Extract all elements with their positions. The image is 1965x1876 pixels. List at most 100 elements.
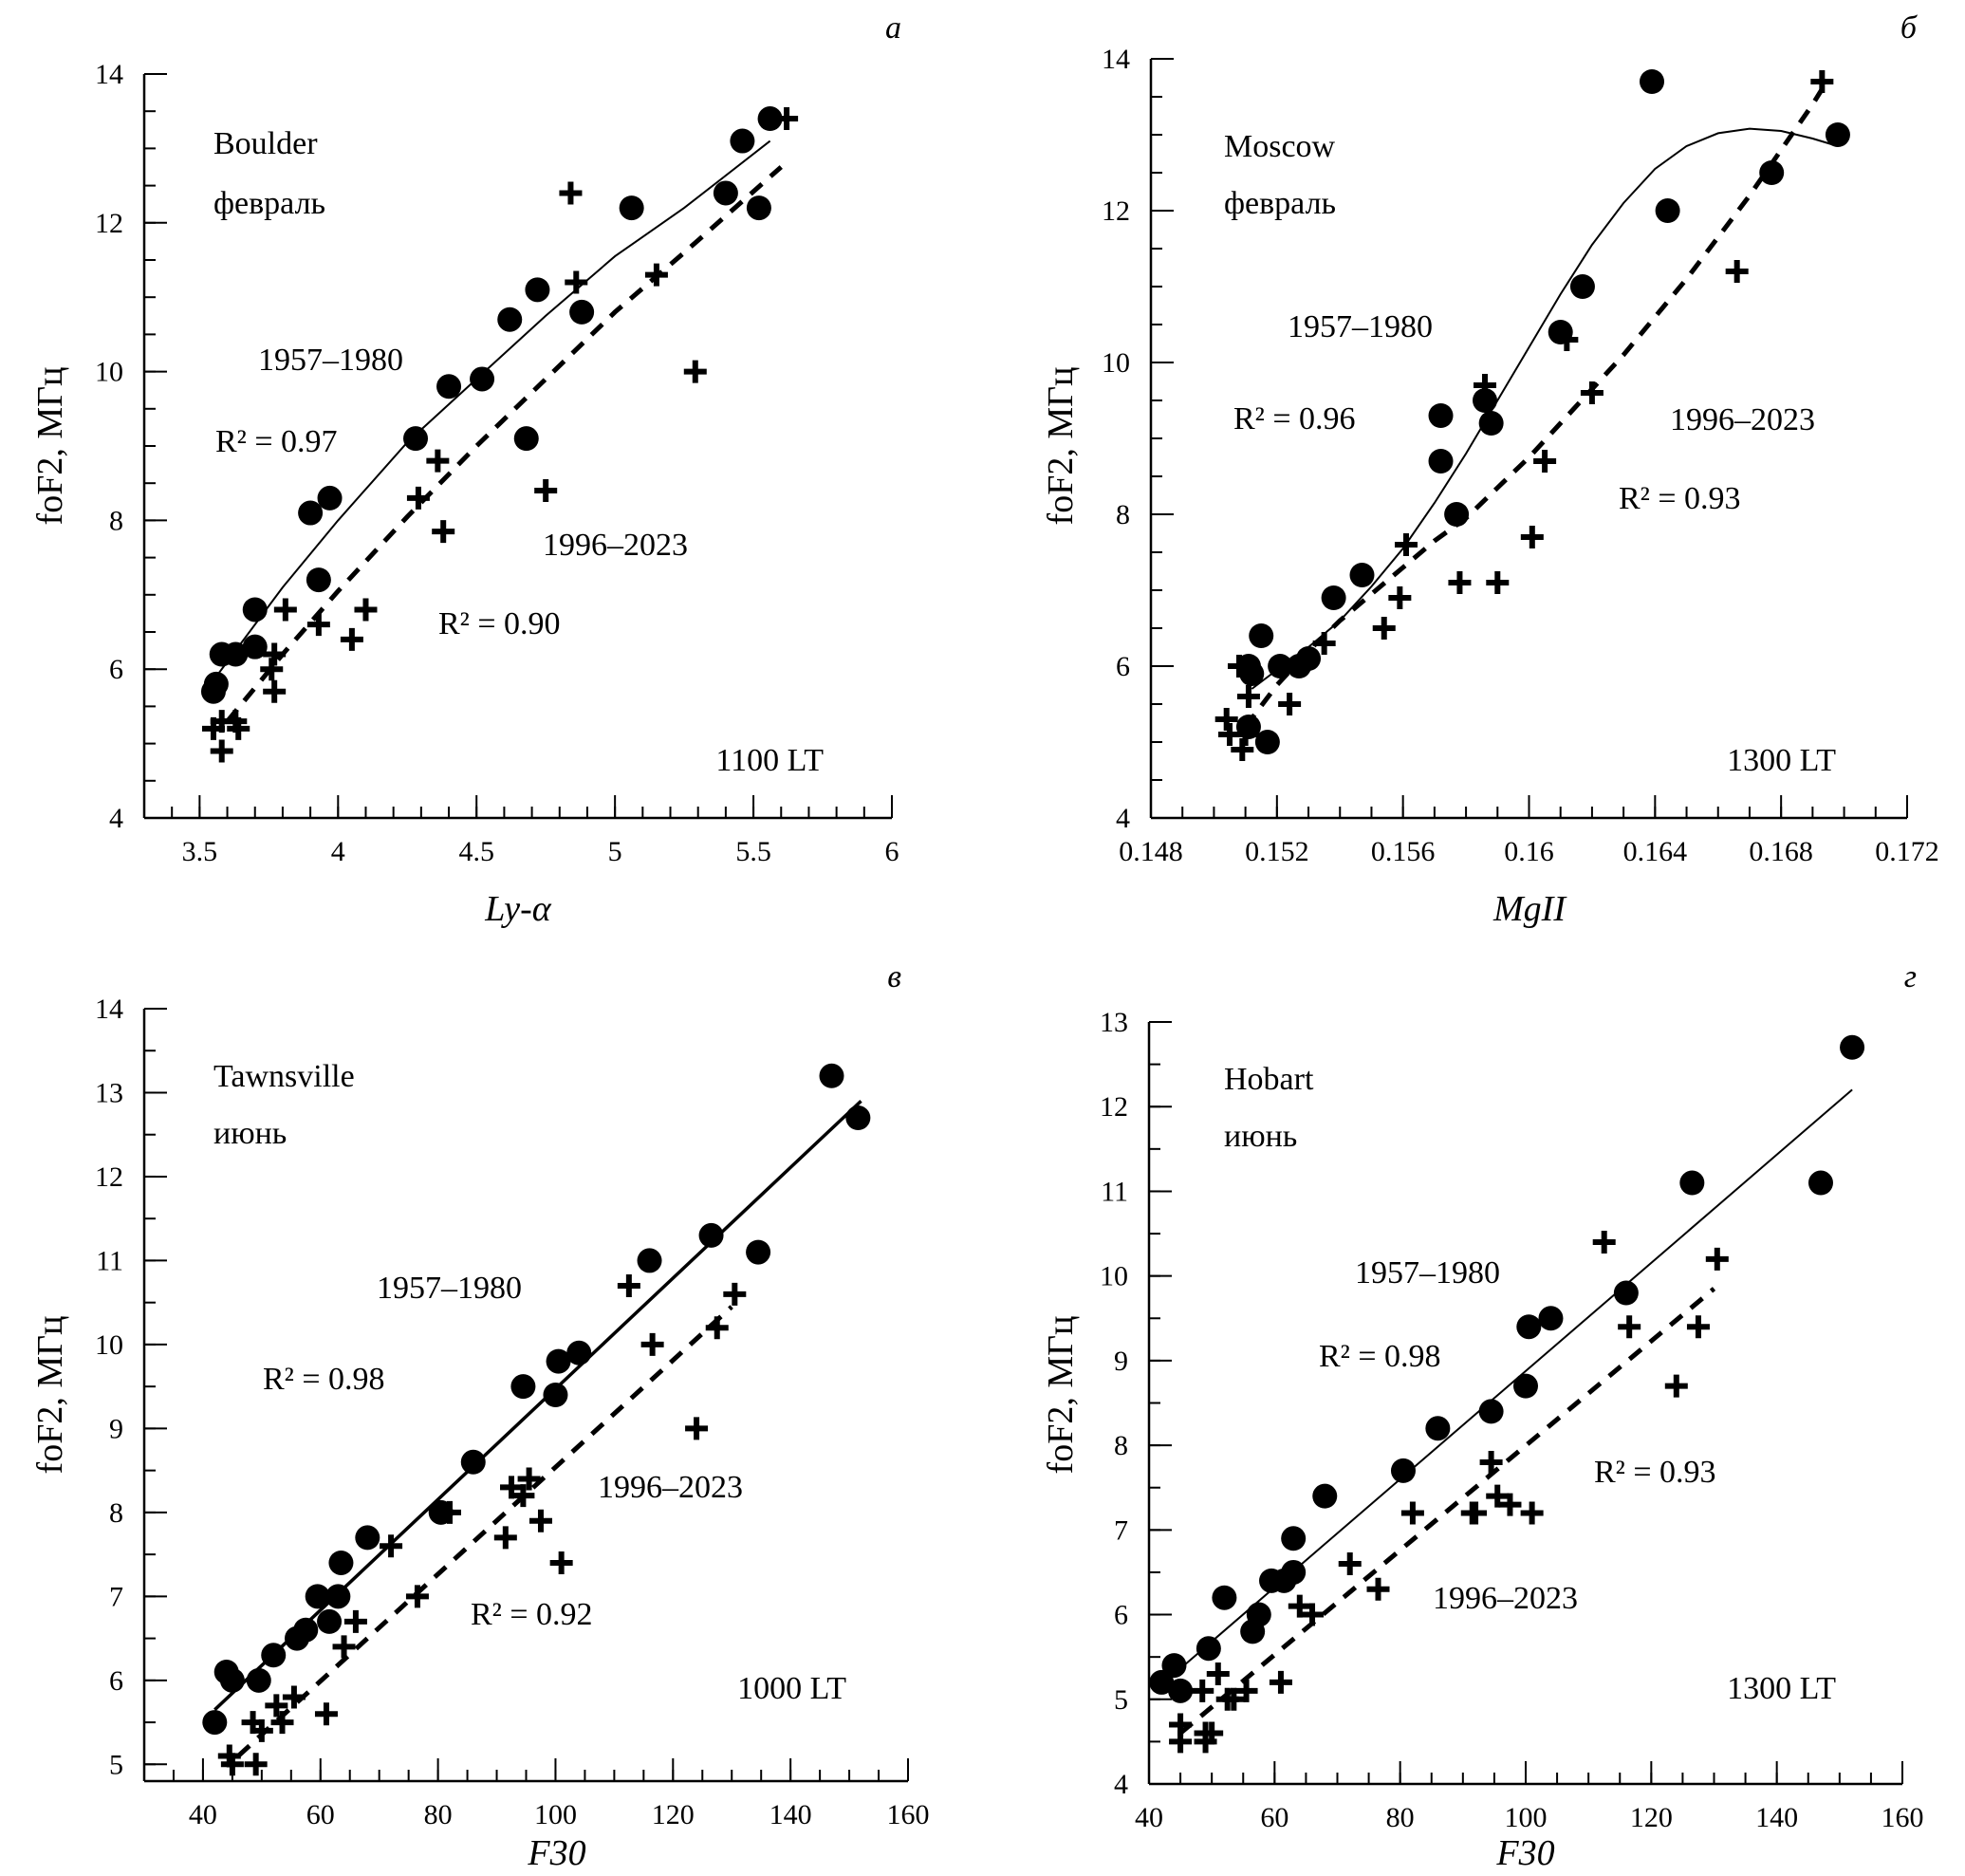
data-point-1957-1980 — [1655, 198, 1680, 223]
x-tick-label: 4.5 — [458, 836, 494, 867]
data-point-1957-1980 — [525, 277, 550, 303]
r2-label-1957-1980: R² = 0.98 — [1319, 1339, 1441, 1374]
x-tick-label: 40 — [189, 1799, 217, 1830]
data-point-1957-1980 — [1249, 623, 1274, 648]
y-tick-label: 12 — [95, 1161, 123, 1193]
data-point-1996-2023 — [1618, 1315, 1641, 1339]
data-point-1996-2023 — [1400, 1501, 1424, 1525]
data-point-1996-2023 — [565, 270, 588, 294]
data-point-1957-1980 — [1538, 1306, 1564, 1331]
data-point-1996-2023 — [644, 263, 668, 287]
data-point-1957-1980 — [203, 671, 229, 697]
y-tick-label: 10 — [1100, 1261, 1128, 1292]
x-tick-label: 80 — [1386, 1802, 1415, 1833]
data-point-1957-1980 — [1825, 122, 1850, 147]
data-point-1957-1980 — [1807, 1170, 1833, 1196]
data-point-1957-1980 — [1321, 585, 1346, 610]
x-tick-label: 0.168 — [1749, 836, 1813, 867]
data-point-1996-2023 — [1479, 1450, 1503, 1474]
data-point-1957-1980 — [246, 1667, 271, 1693]
data-point-1957-1980 — [1161, 1653, 1187, 1679]
panel-letter: б — [1900, 10, 1919, 46]
y-tick-label: 11 — [96, 1245, 123, 1276]
data-point-1957-1980 — [746, 1239, 771, 1265]
data-point-1957-1980 — [242, 597, 268, 622]
panel-v-tawnsville: в Tawnsville июнь 1957–1980 R² = 0.98 19… — [30, 959, 930, 1873]
data-point-1996-2023 — [528, 1509, 552, 1532]
data-point-1996-2023 — [1448, 571, 1472, 594]
station-label: Hobart — [1224, 1062, 1314, 1097]
data-point-1996-2023 — [511, 1484, 535, 1508]
data-point-1957-1980 — [1349, 563, 1375, 587]
data-point-1957-1980 — [1478, 1399, 1504, 1424]
data-point-1996-2023 — [1191, 1679, 1214, 1702]
data-point-1996-2023 — [1810, 70, 1834, 93]
data-point-1996-2023 — [705, 1316, 729, 1340]
data-point-1996-2023 — [1474, 374, 1497, 397]
y-tick-label: 9 — [1114, 1346, 1128, 1377]
data-point-1996-2023 — [1372, 617, 1396, 640]
y-tick-label: 5 — [1114, 1684, 1128, 1716]
y-tick-label: 6 — [109, 1665, 123, 1697]
data-point-1957-1980 — [513, 426, 539, 452]
x-tick-label: 80 — [424, 1799, 453, 1830]
period-label-1996-2023: 1996–2023 — [598, 1470, 743, 1505]
data-point-1957-1980 — [1679, 1170, 1705, 1196]
data-point-1957-1980 — [1569, 274, 1595, 299]
data-point-1996-2023 — [1486, 1484, 1510, 1508]
data-point-1957-1980 — [460, 1449, 486, 1475]
r2-label-1957-1980: R² = 0.97 — [215, 424, 338, 459]
data-point-1996-2023 — [1200, 1721, 1224, 1745]
period-label-1996-2023: 1996–2023 — [1433, 1581, 1578, 1616]
panel-b-moscow: б Moscow февраль 1957–1980 R² = 0.96 199… — [1041, 10, 1939, 929]
y-tick-label: 12 — [1102, 195, 1130, 227]
data-point-1957-1980 — [1428, 449, 1454, 474]
data-point-1996-2023 — [306, 613, 330, 637]
x-tick-label: 100 — [534, 1799, 577, 1830]
x-tick-label: 60 — [1260, 1802, 1288, 1833]
period-label-1957-1980: 1957–1980 — [1288, 309, 1433, 344]
r2-label-1957-1980: R² = 0.96 — [1233, 401, 1356, 436]
x-tick-label: 5 — [608, 836, 622, 867]
data-point-1996-2023 — [270, 1711, 294, 1735]
x-tick-label: 3.5 — [182, 836, 218, 867]
data-point-1996-2023 — [559, 181, 583, 205]
data-point-1996-2023 — [1388, 586, 1412, 609]
data-point-1957-1980 — [1281, 1559, 1307, 1585]
data-point-1957-1980 — [619, 195, 644, 221]
data-point-1957-1980 — [219, 1667, 245, 1693]
data-point-1957-1980 — [698, 1222, 724, 1248]
data-point-1996-2023 — [314, 1702, 338, 1726]
r2-label-1996-2023: R² = 0.90 — [438, 606, 561, 641]
data-point-1957-1980 — [261, 1643, 287, 1668]
y-tick-label: 8 — [1116, 499, 1130, 530]
x-tick-label: 4 — [331, 836, 345, 867]
y-tick-label: 6 — [1114, 1600, 1128, 1631]
data-point-1996-2023 — [1520, 1501, 1544, 1525]
data-point-1996-2023 — [1664, 1374, 1688, 1398]
data-point-1957-1980 — [713, 180, 738, 206]
data-point-1996-2023 — [1269, 1670, 1292, 1694]
x-tick-label: 140 — [1755, 1802, 1798, 1833]
data-point-1957-1980 — [1254, 730, 1280, 754]
y-tick-label: 8 — [1114, 1430, 1128, 1461]
data-point-1957-1980 — [1759, 160, 1785, 185]
data-point-1996-2023 — [1227, 655, 1251, 678]
y-tick-label: 10 — [1102, 347, 1130, 379]
period-label-1996-2023: 1996–2023 — [1670, 402, 1815, 437]
y-tick-label: 7 — [1114, 1514, 1128, 1546]
data-point-1996-2023 — [1366, 1577, 1390, 1601]
data-point-1957-1980 — [298, 500, 324, 526]
y-tick-label: 4 — [109, 803, 123, 834]
y-tick-label: 6 — [1116, 651, 1130, 682]
x-tick-label: 120 — [1630, 1802, 1673, 1833]
data-point-1957-1980 — [1168, 1678, 1194, 1703]
data-point-1996-2023 — [1520, 526, 1544, 548]
y-tick-label: 13 — [95, 1077, 123, 1108]
x-tick-label: 0.156 — [1371, 836, 1436, 867]
y-tick-label: 4 — [1116, 803, 1130, 834]
data-point-1996-2023 — [617, 1273, 640, 1297]
data-point-1996-2023 — [332, 1635, 356, 1659]
fit-line-1957-1980 — [1251, 127, 1839, 690]
y-tick-label: 10 — [95, 357, 123, 388]
